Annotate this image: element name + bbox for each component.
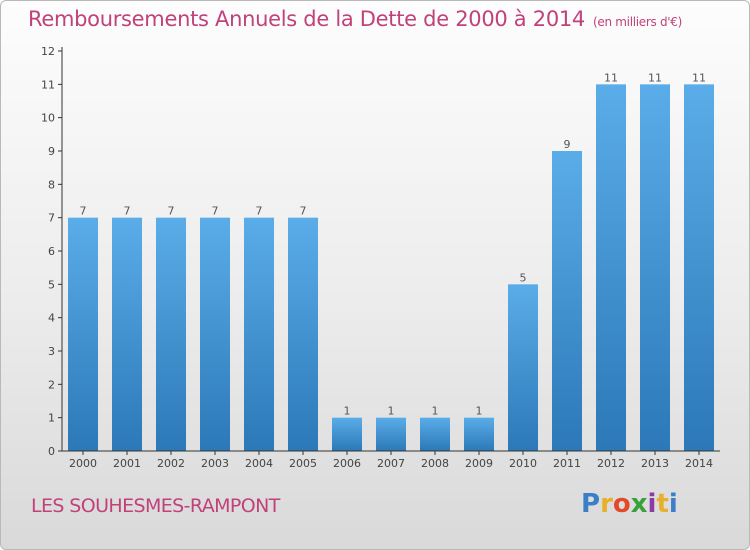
logo-letter: o <box>612 489 631 519</box>
x-tick-label-2002: 2002 <box>157 457 185 470</box>
value-label-2005: 7 <box>300 205 307 218</box>
bar-2008 <box>420 417 450 451</box>
x-tick-label-2012: 2012 <box>597 457 625 470</box>
labels-layer: 7 2000 7 2001 7 2002 7 2003 7 2004 7 2005 1 2006 1 2007… <box>41 45 713 470</box>
bar-2000 <box>68 217 98 451</box>
value-label-2003: 7 <box>212 205 219 218</box>
value-label-2010: 5 <box>520 271 527 284</box>
logo-letter: i <box>647 489 657 519</box>
x-tick-label-2011: 2011 <box>553 457 581 470</box>
value-label-2013: 11 <box>648 71 662 84</box>
value-label-2004: 7 <box>256 205 263 218</box>
value-label-2009: 1 <box>476 405 483 418</box>
y-tick-label-5: 5 <box>48 278 55 291</box>
x-tick-label-2006: 2006 <box>333 457 361 470</box>
value-label-2012: 11 <box>604 71 618 84</box>
bar-2013 <box>640 84 670 451</box>
y-tick-label-9: 9 <box>48 145 55 158</box>
bar-2002 <box>156 217 186 451</box>
bar-2006 <box>332 417 362 451</box>
bar-2004 <box>244 217 274 451</box>
x-tick-label-2009: 2009 <box>465 457 493 470</box>
x-tick-label-2007: 2007 <box>377 457 405 470</box>
bar-2003 <box>200 217 230 451</box>
y-tick-label-7: 7 <box>48 212 55 225</box>
logo-letter: P <box>581 489 601 519</box>
bar-2012 <box>596 84 626 451</box>
y-tick-label-12: 12 <box>41 45 55 58</box>
value-label-2000: 7 <box>80 205 87 218</box>
bar-2007 <box>376 417 406 451</box>
bar-2010 <box>508 284 538 451</box>
x-tick-label-2003: 2003 <box>201 457 229 470</box>
bars-layer <box>68 84 714 451</box>
proxiti-logo: Proxiti <box>581 489 678 519</box>
logo-letter: t <box>656 489 669 519</box>
y-tick-label-0: 0 <box>48 445 55 458</box>
y-tick-label-2: 2 <box>48 378 55 391</box>
y-tick-label-8: 8 <box>48 178 55 191</box>
x-tick-label-2013: 2013 <box>641 457 669 470</box>
x-tick-label-2010: 2010 <box>509 457 537 470</box>
y-tick-label-4: 4 <box>48 312 55 325</box>
value-label-2006: 1 <box>344 405 351 418</box>
value-label-2001: 7 <box>124 205 131 218</box>
x-tick-label-2014: 2014 <box>685 457 713 470</box>
commune-name: LES SOUHESMES-RAMPONT <box>31 495 280 517</box>
y-tick-label-11: 11 <box>41 78 55 91</box>
y-tick-label-10: 10 <box>41 112 55 125</box>
x-tick-label-2000: 2000 <box>69 457 97 470</box>
y-tick-label-6: 6 <box>48 245 55 258</box>
value-label-2002: 7 <box>168 205 175 218</box>
bar-2009 <box>464 417 494 451</box>
chart-subtitle: (en milliers d'€) <box>593 15 683 29</box>
bar-2014 <box>684 84 714 451</box>
y-tick-label-1: 1 <box>48 412 55 425</box>
value-label-2007: 1 <box>388 405 395 418</box>
value-label-2008: 1 <box>432 405 439 418</box>
chart-title-text: Remboursements Annuels de la Dette de 20… <box>28 7 585 31</box>
y-tick-label-3: 3 <box>48 345 55 358</box>
bar-2011 <box>552 151 582 451</box>
value-label-2014: 11 <box>692 71 706 84</box>
x-tick-label-2005: 2005 <box>289 457 317 470</box>
logo-letter: r <box>600 489 613 519</box>
x-tick-label-2004: 2004 <box>245 457 273 470</box>
value-label-2011: 9 <box>564 138 571 151</box>
x-tick-label-2001: 2001 <box>113 457 141 470</box>
logo-letter: x <box>630 489 648 519</box>
bar-2005 <box>288 217 318 451</box>
bar-2001 <box>112 217 142 451</box>
x-tick-label-2008: 2008 <box>421 457 449 470</box>
logo-letter: i <box>668 489 678 519</box>
axes <box>58 47 720 455</box>
chart-title: Remboursements Annuels de la Dette de 20… <box>28 7 682 31</box>
